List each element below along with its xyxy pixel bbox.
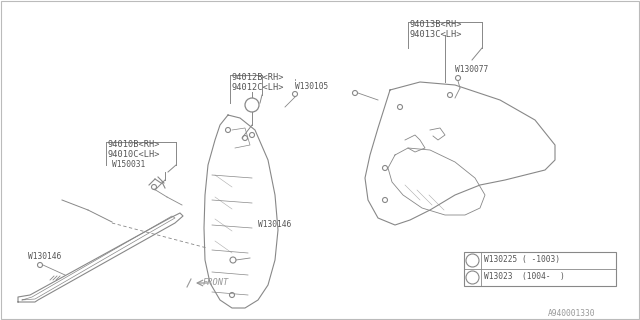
Text: W130146: W130146 [258,220,291,229]
Text: 94010B<RH>: 94010B<RH> [108,140,161,149]
Text: 94013B<RH>: 94013B<RH> [410,20,463,29]
Text: W130105: W130105 [295,82,328,91]
Text: A940001330: A940001330 [548,309,595,318]
Polygon shape [365,82,555,225]
Text: 94013C<LH>: 94013C<LH> [410,30,463,39]
Circle shape [466,254,479,267]
Bar [464,252,616,286]
Polygon shape [18,213,183,302]
Text: W130146: W130146 [28,252,61,261]
Text: 94012B<RH>: 94012B<RH> [232,73,285,82]
Text: 1: 1 [470,259,475,268]
Text: 94012C<LH>: 94012C<LH> [232,83,285,92]
Circle shape [466,271,479,284]
Text: W130225 ( -1003): W130225 ( -1003) [484,255,560,264]
Text: 1: 1 [249,103,255,113]
Text: W13023  (1004-  ): W13023 (1004- ) [484,272,564,281]
Circle shape [245,98,259,112]
Polygon shape [204,115,278,308]
Text: W150031: W150031 [112,160,145,169]
Text: 94010C<LH>: 94010C<LH> [108,150,161,159]
Text: FRONT: FRONT [203,278,229,287]
Text: 1: 1 [470,276,475,285]
Text: W130077: W130077 [455,65,488,74]
